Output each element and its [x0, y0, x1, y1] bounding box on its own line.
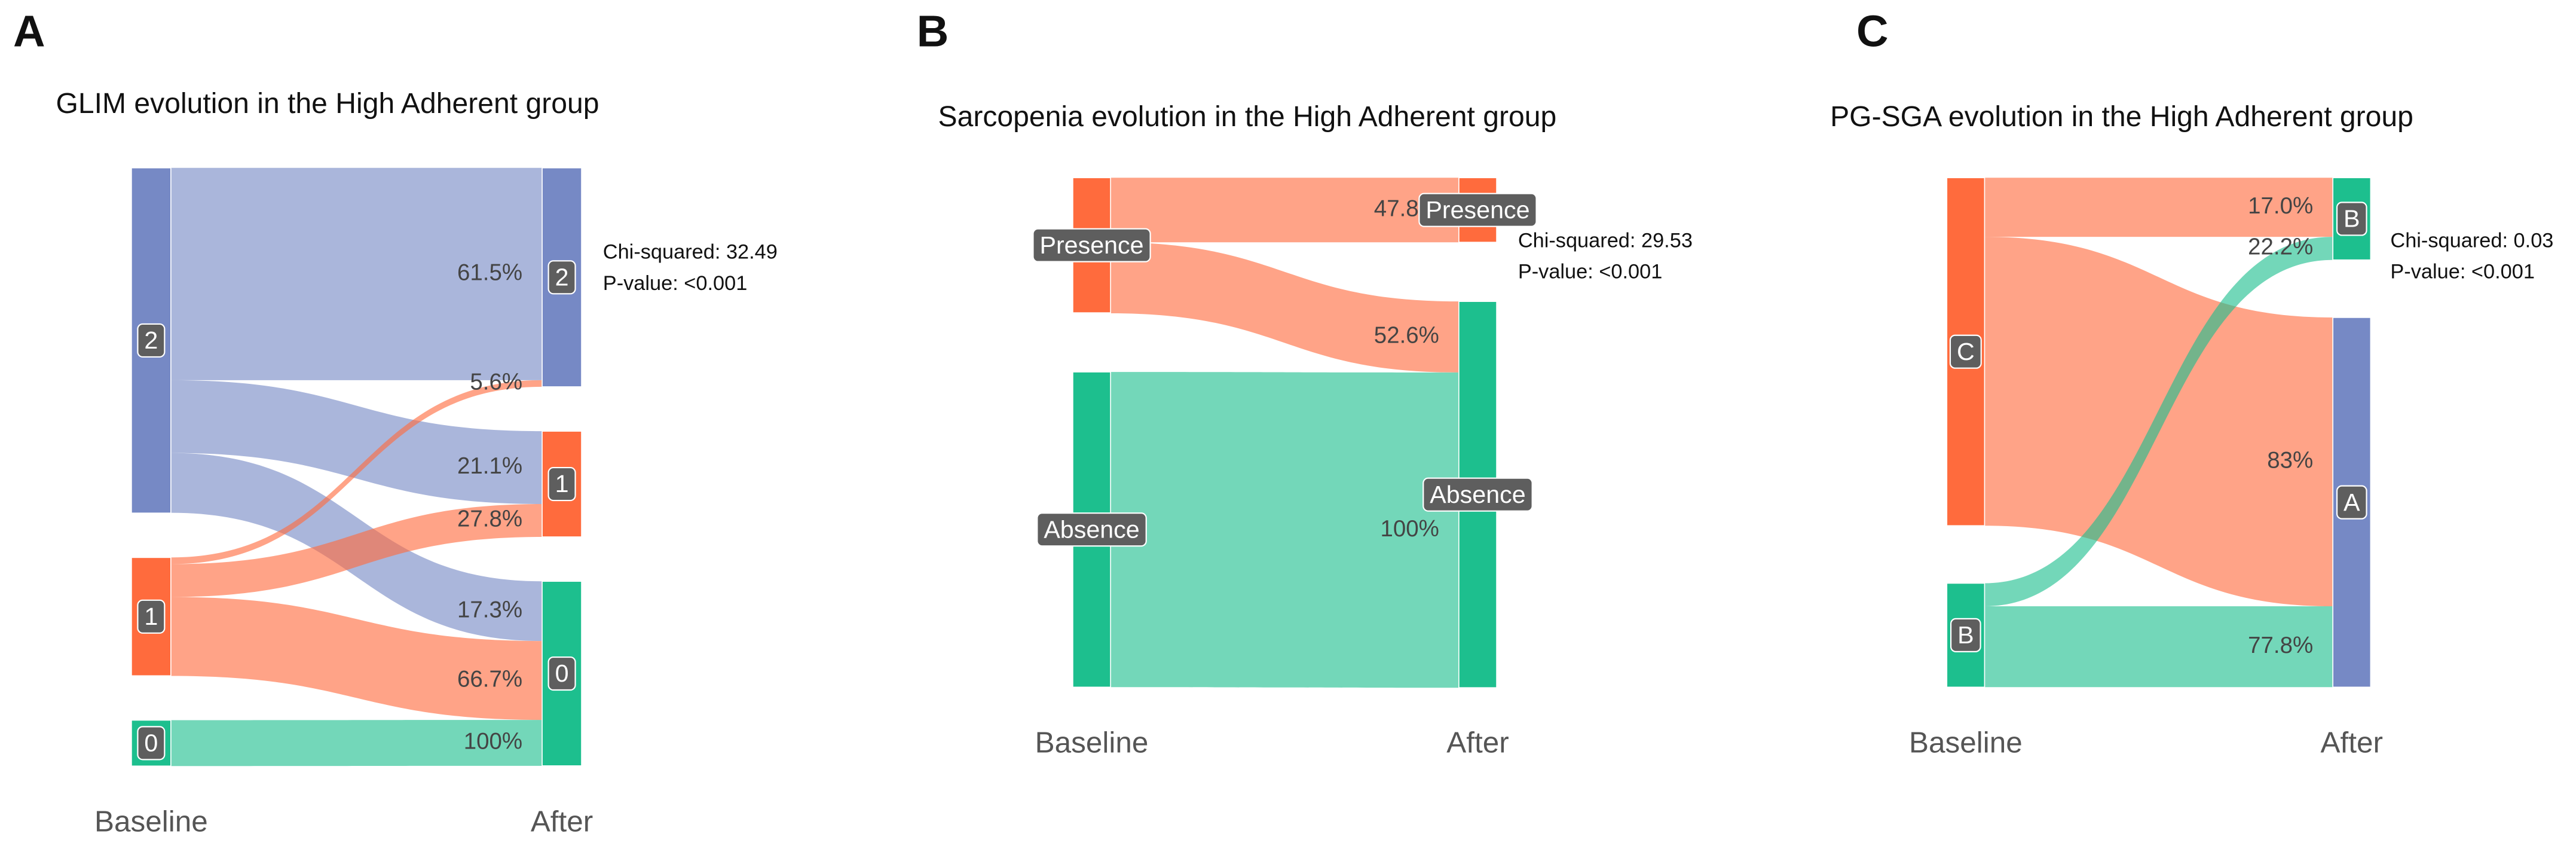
node-label-box [1422, 477, 1533, 512]
node-label-box [1950, 618, 1981, 652]
node-label-box [2336, 201, 2367, 236]
flow [1110, 178, 1459, 243]
flow-label: 22.2% [2248, 234, 2313, 260]
flow-label: 100% [1380, 516, 1439, 542]
node-label-box [137, 726, 166, 761]
flow-label: 52.6% [1374, 323, 1439, 349]
node-label: 0 [555, 659, 569, 687]
stage-label: After [531, 805, 593, 838]
flow-label: 17.0% [2248, 193, 2313, 219]
node-label: Absence [1044, 515, 1139, 543]
chart-title: GLIM evolution in the High Adherent grou… [56, 87, 599, 120]
node-label: Presence [1039, 231, 1143, 259]
node-label: B [1957, 621, 1974, 649]
chart-title: PG-SGA evolution in the High Adherent gr… [1830, 100, 2413, 133]
flow-label: 83% [2267, 448, 2313, 474]
flow [1984, 237, 2333, 607]
node-label-box [137, 323, 166, 358]
node-label: C [1957, 338, 1975, 365]
flow [1984, 606, 2333, 688]
panel-letter: C [1856, 7, 1889, 56]
sankey-panel: C PG-SGA evolution in the High Adherent g… [1830, 7, 2553, 759]
node-label: Absence [1430, 481, 1525, 508]
stat-text: Chi-squared: 0.03 [2390, 229, 2553, 252]
flow-label: 17.3% [457, 597, 522, 622]
flow [1110, 372, 1459, 688]
flow [1110, 242, 1459, 372]
flow-label: 77.8% [2248, 633, 2313, 658]
node-label-box [547, 656, 576, 691]
flow-label: 5.6% [470, 370, 522, 395]
stat-text: P-value: <0.001 [1518, 261, 1663, 283]
flow-label: 66.7% [457, 666, 522, 692]
panel-letter: B [917, 7, 949, 56]
stage-label: After [2321, 726, 2383, 759]
node-label-box [547, 466, 576, 502]
flow [170, 503, 543, 597]
stat-text: Chi-squared: 32.49 [603, 241, 778, 264]
node-label-box [1418, 193, 1537, 227]
flow [170, 597, 543, 720]
node-label-box [1036, 512, 1147, 547]
chart-title: Sarcopenia evolution in the High Adheren… [938, 100, 1557, 133]
stage-label: Baseline [1909, 726, 2023, 759]
node-label: 2 [144, 326, 158, 354]
sankey-panel: B Sarcopenia evolution in the High Adhere… [917, 7, 1693, 759]
node-label-box [2336, 485, 2367, 520]
flow [170, 380, 543, 564]
stage-label: After [1446, 726, 1509, 759]
node-label: B [2344, 205, 2360, 233]
node-label: 1 [555, 470, 569, 497]
node-label: 2 [555, 263, 569, 291]
stat-text: Chi-squared: 29.53 [1518, 229, 1693, 252]
node-label-box [137, 599, 166, 634]
flow-label: 61.5% [457, 259, 522, 285]
panel-letter: A [13, 7, 45, 56]
flow [1984, 178, 2333, 237]
flow [170, 720, 543, 767]
stat-text: P-value: <0.001 [2390, 261, 2535, 283]
stage-label: Baseline [1035, 726, 1149, 759]
node-label: A [2344, 488, 2360, 516]
node-label-box [547, 260, 576, 295]
node-label-box [1949, 334, 1982, 369]
node-label-box [1032, 228, 1151, 262]
node-label: 0 [144, 729, 158, 756]
stage-label: Baseline [94, 805, 208, 838]
flow [170, 380, 543, 504]
stat-text: P-value: <0.001 [603, 272, 748, 295]
flow-label: 27.8% [457, 506, 522, 532]
sankey-panel: A GLIM evolution in the High Adherent gro… [13, 7, 778, 838]
flow-label: 100% [464, 729, 522, 755]
node-label: Presence [1425, 196, 1529, 224]
flow [170, 167, 543, 380]
node-label: 1 [144, 603, 158, 630]
flow-label: 21.1% [457, 453, 522, 479]
